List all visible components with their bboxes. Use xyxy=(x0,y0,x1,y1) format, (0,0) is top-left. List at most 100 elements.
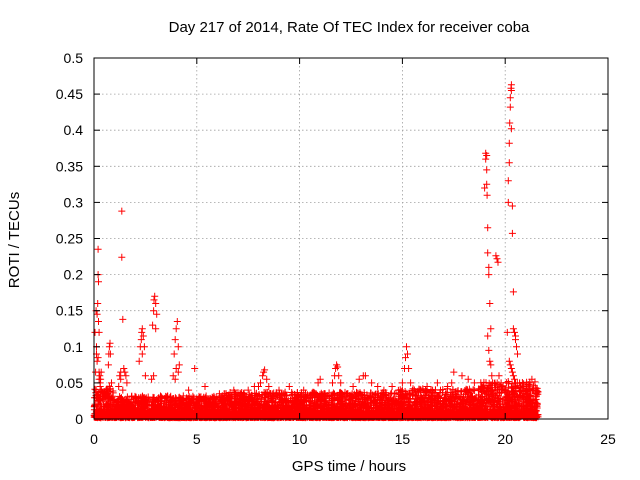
baseline-point xyxy=(468,396,476,404)
data-point xyxy=(94,245,102,253)
baseline-point xyxy=(281,388,289,396)
baseline-point xyxy=(250,404,258,412)
baseline-point xyxy=(429,386,437,394)
baseline-point xyxy=(439,398,447,406)
baseline-point xyxy=(106,392,114,400)
baseline-point xyxy=(406,391,414,399)
baseline-point xyxy=(278,402,286,410)
baseline-point xyxy=(109,397,117,405)
baseline-point xyxy=(316,402,324,410)
baseline-point xyxy=(414,394,422,402)
baseline-point xyxy=(524,393,532,401)
baseline-point xyxy=(344,402,351,410)
baseline-point xyxy=(97,387,105,395)
baseline-point xyxy=(148,402,156,410)
baseline-point xyxy=(287,391,295,399)
baseline-point xyxy=(446,400,454,408)
baseline-point xyxy=(248,391,256,399)
baseline-point xyxy=(428,399,436,406)
baseline-point xyxy=(469,386,477,394)
baseline-point xyxy=(389,400,397,408)
baseline-band xyxy=(94,410,539,419)
baseline-point xyxy=(351,399,359,407)
baseline-point xyxy=(176,400,184,408)
baseline-point xyxy=(528,398,536,406)
baseline-point xyxy=(328,397,335,405)
baseline-point xyxy=(427,386,435,393)
baseline-point xyxy=(468,393,476,401)
baseline-point xyxy=(421,392,429,399)
baseline-point xyxy=(482,379,490,387)
baseline-point xyxy=(417,393,425,401)
baseline-point xyxy=(508,396,516,404)
baseline-point xyxy=(332,402,340,410)
baseline-point xyxy=(407,389,415,397)
baseline-point xyxy=(289,390,297,398)
baseline-point xyxy=(270,393,278,401)
baseline-point xyxy=(370,398,378,406)
baseline-point xyxy=(520,403,528,411)
baseline-point xyxy=(139,397,147,405)
baseline-point xyxy=(398,392,406,399)
baseline-point xyxy=(102,400,110,408)
baseline-point xyxy=(191,402,199,410)
baseline-point xyxy=(93,394,101,402)
baseline-point xyxy=(523,393,531,401)
baseline-point xyxy=(344,390,352,397)
baseline-point xyxy=(421,402,429,410)
baseline-point xyxy=(404,395,412,403)
baseline-point xyxy=(499,398,507,406)
baseline-point xyxy=(456,401,464,409)
baseline-point xyxy=(185,393,193,401)
baseline-point xyxy=(422,388,430,396)
baseline-point xyxy=(415,385,423,393)
baseline-point xyxy=(157,393,165,401)
baseline-point xyxy=(490,390,498,398)
baseline-point xyxy=(109,387,117,395)
baseline-point xyxy=(155,394,162,402)
baseline-point xyxy=(314,398,322,406)
baseline-point xyxy=(241,399,248,407)
baseline-point xyxy=(480,399,488,407)
baseline-point xyxy=(140,394,148,402)
baseline-point xyxy=(508,384,515,392)
baseline-point xyxy=(145,398,153,406)
baseline-point xyxy=(135,398,143,406)
baseline-point xyxy=(529,395,537,403)
baseline-point xyxy=(496,404,504,411)
baseline-point xyxy=(412,404,420,412)
grid-lines xyxy=(94,58,608,419)
baseline-point xyxy=(412,397,420,405)
baseline-point xyxy=(240,390,247,398)
baseline-point xyxy=(159,404,167,411)
baseline-point xyxy=(451,396,459,404)
baseline-point xyxy=(478,382,486,390)
data-point xyxy=(95,318,102,325)
baseline-point xyxy=(510,402,518,410)
baseline-point xyxy=(132,399,140,407)
baseline-point xyxy=(151,401,159,409)
baseline-point xyxy=(428,392,435,400)
baseline-point xyxy=(226,389,234,396)
baseline-point xyxy=(399,391,407,398)
baseline-point xyxy=(405,397,413,405)
baseline-point xyxy=(376,400,384,408)
baseline-point xyxy=(252,396,260,404)
baseline-point xyxy=(503,397,511,405)
baseline-point xyxy=(367,401,375,409)
data-point xyxy=(95,328,103,336)
baseline-point xyxy=(265,392,272,400)
baseline-point xyxy=(328,403,336,411)
baseline-point xyxy=(495,396,503,404)
baseline-point xyxy=(449,386,457,394)
baseline-point xyxy=(382,400,390,408)
baseline-point xyxy=(268,399,276,407)
data-point xyxy=(95,278,102,286)
baseline-point xyxy=(338,400,346,408)
baseline-point xyxy=(477,393,485,401)
baseline-point xyxy=(520,402,528,410)
baseline-point xyxy=(198,402,206,410)
baseline-point xyxy=(283,398,291,406)
baseline-point xyxy=(262,404,270,412)
